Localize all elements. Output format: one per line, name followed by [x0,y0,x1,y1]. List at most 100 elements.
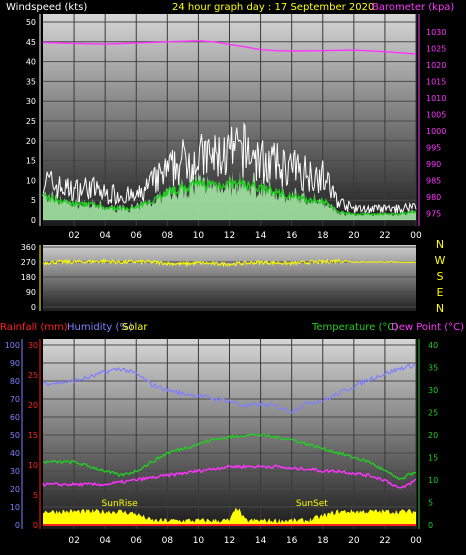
x-tick-label: 10 [193,231,205,241]
x-tick-label: 06 [131,536,143,546]
barometer-y-tick-label: 1010 [426,94,446,103]
compass-label: S [437,270,444,283]
chart-date-title: 24 hour graph day : 17 September 2020 [172,2,374,13]
direction-y-tick-label: 360 [21,243,36,252]
wind-average-series [42,176,417,217]
temperature-label: Temperature (°C) [311,322,398,333]
wind-y-tick-label: 35 [26,77,36,86]
wind-y-tick-label: 40 [26,58,36,67]
humidity-y-tick-label: 0 [15,521,20,530]
x-tick-label: 22 [379,536,390,546]
rain-y-tick-label: 30 [28,341,38,350]
x-tick-label: 06 [131,231,143,241]
barometer-y-tick-label: 1030 [426,28,446,37]
axis-labels: 0510152025303540455097598098599099510001… [5,14,446,546]
wind-y-tick-label: 5 [31,196,36,205]
windspeed-title: Windspeed (kts) [6,2,87,13]
humidity-y-tick-label: 30 [10,467,20,476]
direction-y-tick-label: 0 [31,303,36,312]
wind-y-tick-label: 0 [31,216,36,225]
x-tick-label: 10 [193,536,205,546]
wind-y-tick-label: 30 [26,97,36,106]
x-tick-label: 08 [162,536,174,546]
humidity-y-tick-label: 20 [10,485,20,494]
humidity-label: Humidity (%) [67,322,133,333]
x-tick-label: 12 [224,231,235,241]
x-tick-label: 12 [224,536,235,546]
sunset-label: SunSet [296,499,328,509]
wind-gust-series [42,122,417,215]
x-tick-label: 04 [99,231,111,241]
wind-y-tick-label: 10 [26,176,36,185]
temperature-y-tick-label: 20 [428,431,438,440]
wind-y-tick-label: 20 [26,137,36,146]
rain-y-tick-label: 25 [28,371,38,380]
humidity-y-tick-label: 40 [10,449,20,458]
chart-marks [42,40,417,526]
dewpoint-series [42,463,417,489]
barometer-y-tick-label: 985 [426,176,441,185]
sunrise-label: SunRise [102,499,139,509]
rainfall-label: Rainfall (mm) [0,322,68,333]
x-tick-label: 20 [348,231,360,241]
temperature-y-tick-label: 25 [428,409,438,418]
x-tick-label: 18 [317,231,329,241]
rain-y-tick-label: 15 [28,431,38,440]
x-tick-label: 14 [255,536,267,546]
wind-y-tick-label: 25 [26,117,36,126]
temperature-y-tick-label: 40 [428,341,438,350]
temperature-y-tick-label: 35 [428,364,438,373]
x-tick-label: 08 [162,231,174,241]
rain-y-tick-label: 10 [28,461,38,470]
barometer-y-tick-label: 990 [426,160,441,169]
x-tick-label: 14 [255,231,267,241]
barometer-title: Barometer (kpa) [372,2,454,13]
wind-y-tick-label: 15 [26,157,36,166]
barometer-y-tick-label: 1025 [426,44,446,53]
x-tick-label: 20 [348,536,360,546]
humidity-y-tick-label: 80 [10,377,20,386]
temperature-series [42,433,417,481]
temperature-y-tick-label: 15 [428,454,438,463]
compass-label: N [436,302,444,315]
solar-label: Solar [122,322,148,333]
rain-y-tick-label: 20 [28,401,38,410]
temperature-y-tick-label: 0 [428,521,433,530]
solar-series [43,507,416,525]
direction-y-tick-label: 90 [26,288,36,297]
x-tick-label: 02 [68,536,79,546]
temperature-y-tick-label: 30 [428,386,438,395]
direction-plot-area [43,245,416,311]
barometer-y-tick-label: 1015 [426,77,446,86]
compass-label: N [436,238,444,251]
barometer-y-tick-label: 1020 [426,61,446,70]
direction-y-tick-label: 180 [21,273,36,282]
x-tick-label: 16 [286,231,298,241]
barometer-y-tick-label: 980 [426,193,441,202]
humidity-y-tick-label: 70 [10,395,20,404]
barometer-series [42,40,417,55]
humidity-y-tick-label: 50 [10,431,20,440]
humidity-y-tick-label: 10 [10,503,20,512]
rain-y-tick-label: 5 [33,491,38,500]
compass-label: E [437,286,444,299]
x-tick-label: 00 [410,536,422,546]
x-tick-label: 02 [68,231,79,241]
wind-y-tick-label: 45 [26,38,36,47]
humidity-series [42,363,417,414]
x-tick-label: 16 [286,536,298,546]
temperature-y-tick-label: 5 [428,499,433,508]
humidity-y-tick-label: 100 [5,341,20,350]
compass-label: W [435,254,446,267]
rain-y-tick-label: 0 [33,521,38,530]
dewpoint-label: Dew Point (°C) [391,322,464,333]
wind-direction-series [42,258,417,268]
x-tick-label: 00 [410,231,422,241]
x-tick-label: 18 [317,536,329,546]
wind-y-tick-label: 50 [26,18,36,27]
x-tick-label: 22 [379,231,390,241]
humidity-y-tick-label: 60 [10,413,20,422]
barometer-y-tick-label: 975 [426,209,441,218]
barometer-y-tick-label: 995 [426,143,441,152]
